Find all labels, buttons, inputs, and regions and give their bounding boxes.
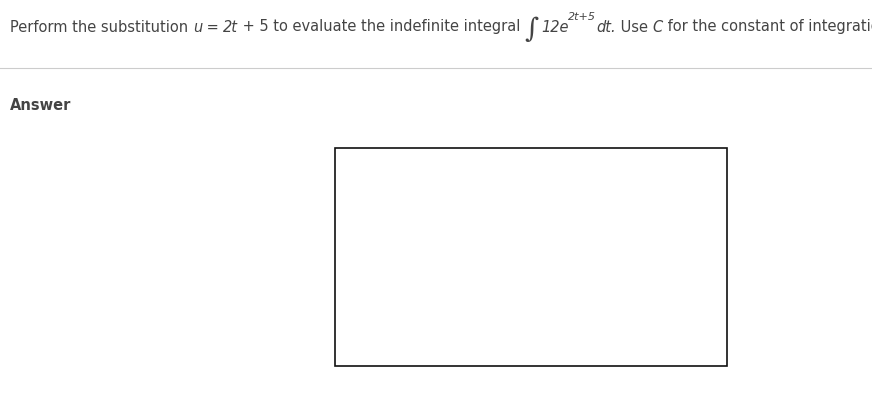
Text: Answer: Answer — [10, 98, 72, 112]
Text: ∫: ∫ — [525, 17, 539, 44]
Text: 12e: 12e — [541, 19, 569, 35]
Bar — [335, 148, 727, 366]
Text: Perform the substitution: Perform the substitution — [10, 19, 193, 35]
Text: =: = — [202, 19, 223, 35]
Text: dt.: dt. — [596, 19, 616, 35]
Text: + 5 to evaluate the indefinite integral: + 5 to evaluate the indefinite integral — [238, 19, 521, 35]
Text: Use: Use — [616, 19, 652, 35]
Text: 2t+5: 2t+5 — [569, 12, 596, 22]
Text: u: u — [193, 19, 202, 35]
Text: for the constant of integration.: for the constant of integration. — [663, 19, 872, 35]
Text: 2t: 2t — [223, 19, 238, 35]
Text: C: C — [652, 19, 663, 35]
